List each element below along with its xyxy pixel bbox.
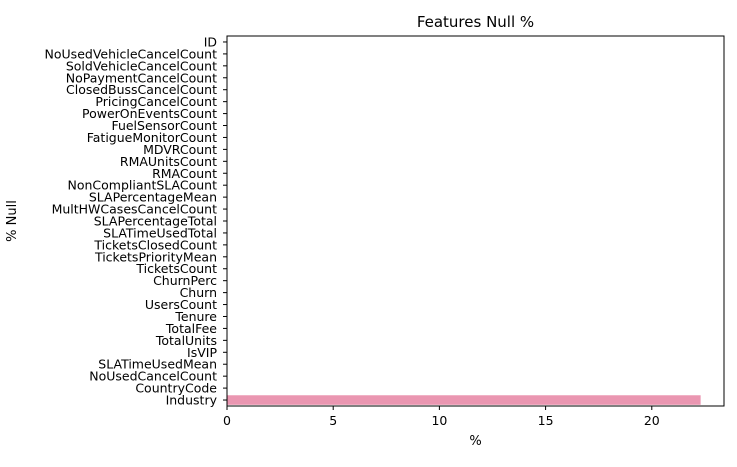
y-tick-label: NoPaymentCancelCount <box>66 70 217 85</box>
y-tick-label: ID <box>204 34 217 49</box>
bar-Industry <box>227 395 701 405</box>
y-tick-label: MultHWCasesCancelCount <box>52 202 218 217</box>
y-tick-label: NoUsedVehicleCancelCount <box>45 46 218 61</box>
y-tick-label: TicketsCount <box>135 261 217 276</box>
y-tick-label: SLATimeUsedTotal <box>103 225 217 240</box>
y-tick-label: FatigueMonitorCount <box>87 130 217 145</box>
y-tick-label: PricingCancelCount <box>95 94 217 109</box>
y-tick-label: TotalUnits <box>155 333 217 348</box>
y-tick-label: TicketsPriorityMean <box>94 249 217 264</box>
y-tick-label: TotalFee <box>165 321 217 336</box>
y-tick-label: RMAUnitsCount <box>120 154 217 169</box>
bars-group <box>227 395 701 405</box>
y-tick-label: IsVIP <box>187 345 217 360</box>
x-axis-ticks: 0 5 10 15 20 <box>223 406 660 428</box>
y-tick-label: CountryCode <box>135 381 217 396</box>
chart-title: Features Null % <box>417 13 534 31</box>
y-axis-ticks: IDNoUsedVehicleCancelCountSoldVehicleCan… <box>45 34 227 408</box>
y-tick-label: NonCompliantSLACount <box>68 178 218 193</box>
y-tick-label: Industry <box>166 393 218 408</box>
x-axis-label: % <box>469 434 481 449</box>
y-tick-label: PowerOnEventsCount <box>82 106 217 121</box>
plot-frame <box>226 35 725 407</box>
y-tick-label: ChurnPerc <box>153 273 217 288</box>
y-axis-label: % Null <box>5 200 20 242</box>
y-tick-label: UsersCount <box>145 297 217 312</box>
y-tick-label: MDVRCount <box>143 142 217 157</box>
y-tick-label: RMACount <box>152 166 217 181</box>
x-tick-label: 20 <box>644 413 660 428</box>
y-tick-label: SoldVehicleCancelCount <box>66 58 217 73</box>
y-tick-label: NoUsedCancelCount <box>89 369 217 384</box>
y-tick-label: Tenure <box>174 309 217 324</box>
x-tick-label: 5 <box>329 413 337 428</box>
y-tick-label: SLATimeUsedMean <box>98 357 217 372</box>
y-tick-label: SLAPercentageTotal <box>94 214 217 229</box>
y-tick-label: Churn <box>180 285 217 300</box>
y-tick-label: FuelSensorCount <box>111 118 217 133</box>
y-tick-label: SLAPercentageMean <box>89 190 217 205</box>
x-tick-label: 0 <box>223 413 231 428</box>
y-tick-label: TicketsClosedCount <box>93 237 217 252</box>
x-tick-label: 10 <box>431 413 447 428</box>
x-tick-label: 15 <box>538 413 554 428</box>
y-tick-label: ClosedBussCancelCount <box>66 82 217 97</box>
